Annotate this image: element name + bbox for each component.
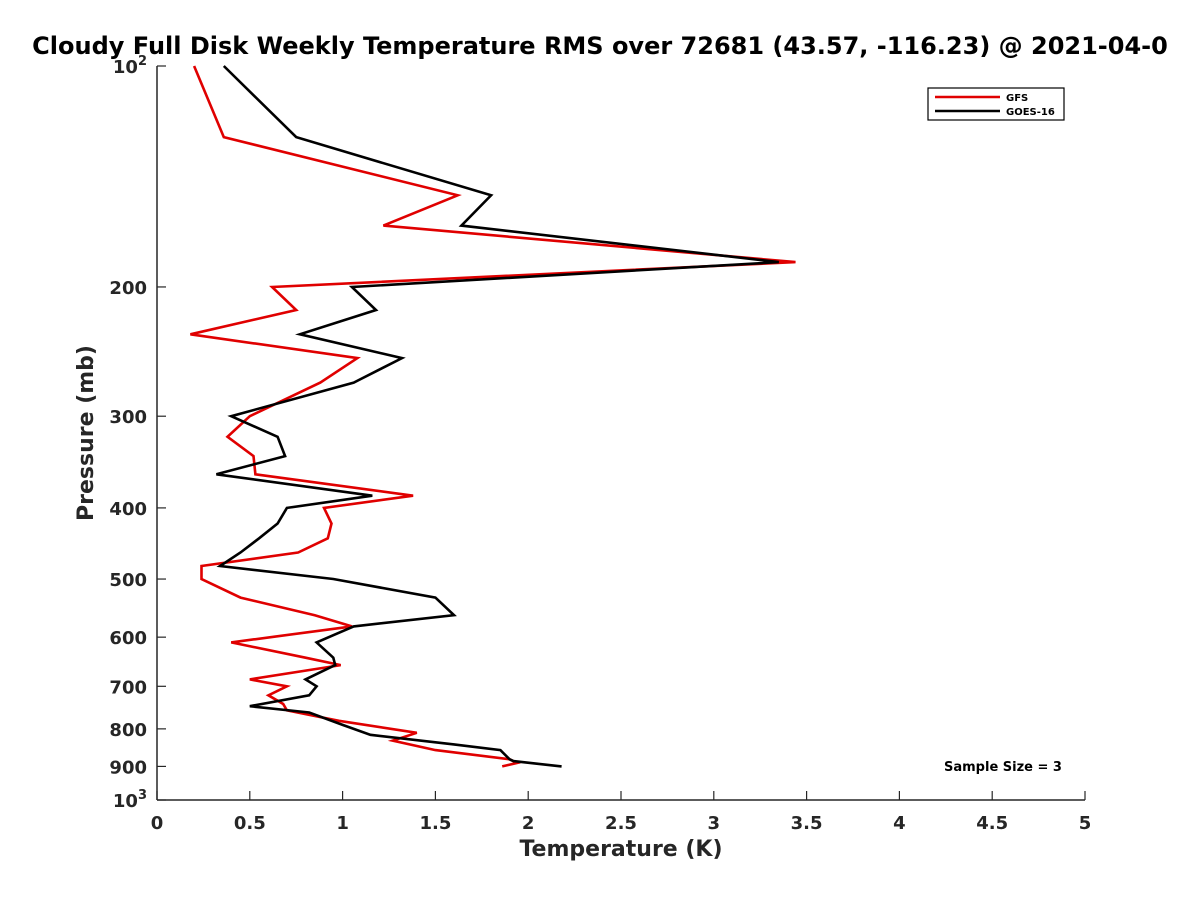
- y-tick-label: 500: [109, 570, 147, 591]
- y-tick-label: 400: [109, 499, 147, 520]
- y-tick-label: 103: [113, 788, 147, 812]
- y-tick-label: 102: [113, 54, 147, 78]
- legend: GFS GOES-16: [927, 87, 1065, 121]
- series-layer: [190, 65, 796, 768]
- y-tick-label: 800: [109, 720, 147, 741]
- legend-label-goes-16: GOES-16: [1006, 107, 1055, 118]
- x-tick-label: 4: [893, 813, 906, 834]
- x-tick-label: 3.5: [791, 813, 823, 834]
- legend-box: [927, 87, 1065, 121]
- series-line-goes-16: [216, 65, 779, 768]
- y-tick-base: 10: [113, 57, 138, 78]
- x-tick-label: 0.5: [234, 813, 266, 834]
- x-tick-label: 2: [522, 813, 535, 834]
- y-tick-label: 600: [109, 628, 147, 649]
- x-tick-label: 1.5: [419, 813, 451, 834]
- legend-label-gfs: GFS: [1006, 93, 1028, 104]
- y-tick-label: 300: [109, 407, 147, 428]
- x-axis-label: Temperature (K): [519, 837, 722, 862]
- y-tick-label: 700: [109, 677, 147, 698]
- x-tick-label: 2.5: [605, 813, 637, 834]
- x-tick-label: 4.5: [976, 813, 1008, 834]
- chart-title: Cloudy Full Disk Weekly Temperature RMS …: [32, 32, 1168, 60]
- x-tick-label: 0: [151, 813, 164, 834]
- sample-size-annotation: Sample Size = 3: [944, 760, 1062, 775]
- y-axis-label: Pressure (mb): [74, 345, 99, 521]
- plot-area: 0 0.5 1 1.5 2 2.5 3 3.5 4 4.5 5 102200300400500600…: [109, 54, 1091, 834]
- x-ticks: 0 0.5 1 1.5 2 2.5 3 3.5 4 4.5 5: [151, 791, 1092, 834]
- x-tick-label: 1: [336, 813, 349, 834]
- y-tick-exponent: 2: [138, 54, 147, 69]
- y-tick-base: 10: [113, 791, 138, 812]
- x-tick-label: 3: [708, 813, 721, 834]
- y-tick-exponent: 3: [138, 788, 147, 803]
- plot-background: [157, 66, 1085, 800]
- y-tick-label: 900: [109, 757, 147, 778]
- y-tick-label: 200: [109, 278, 147, 299]
- x-tick-label: 5: [1079, 813, 1092, 834]
- legend-items: GFS GOES-16: [935, 93, 1055, 118]
